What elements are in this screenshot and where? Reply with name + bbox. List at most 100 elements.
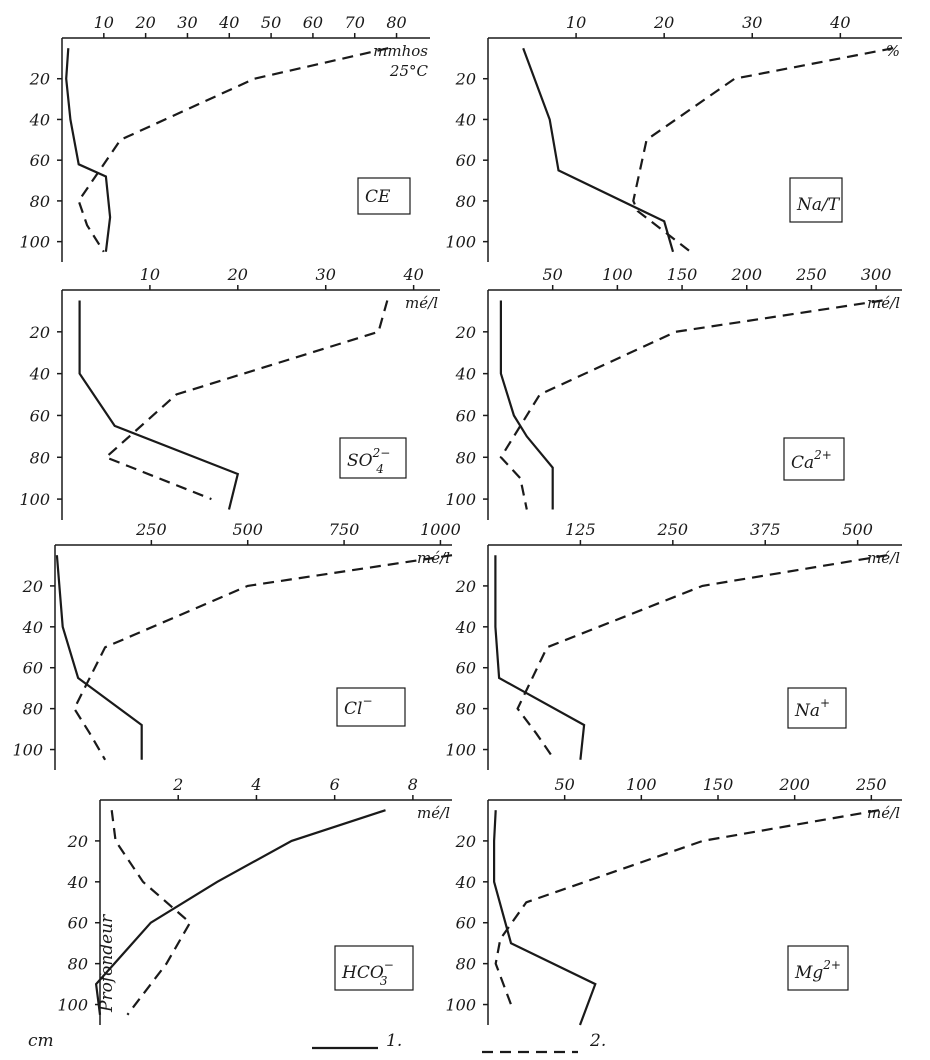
- legend: 1. 2.: [312, 1031, 606, 1054]
- panel-na-t: 10 20 30 40 20 40 60 80 100% Na/T: [445, 13, 902, 262]
- panel-label-box: Cl−: [336, 687, 406, 727]
- panel-label-box: Na/T: [789, 177, 843, 223]
- depth-axis-unit: cm: [28, 1031, 54, 1051]
- x-tick-label: 10: [94, 13, 114, 32]
- depth-tick-label: 20: [455, 70, 476, 89]
- series-1-line: [94, 809, 386, 1015]
- depth-tick-label: 100: [445, 741, 476, 760]
- x-tick-label: 10: [566, 13, 586, 32]
- series-2-line: [110, 810, 192, 1016]
- depth-tick-label: 80: [456, 448, 476, 467]
- x-tick-label: 100: [602, 265, 633, 284]
- x-tick-label: 500: [842, 520, 873, 539]
- series-1-line: [55, 555, 143, 760]
- x-tick-label: 70: [345, 13, 365, 32]
- x-tick-label: 2: [172, 775, 183, 794]
- series-1-line: [65, 48, 112, 252]
- panel-label: Na/T: [796, 195, 841, 215]
- x-tick-label: 500: [232, 520, 263, 539]
- series-1-line: [78, 300, 240, 510]
- panel-label: Mg2+: [794, 958, 841, 983]
- x-tick-label: 300: [861, 265, 892, 284]
- x-tick-label: 10: [140, 265, 160, 284]
- x-tick-label: 6: [330, 775, 340, 794]
- panel-label-box: Mg2+: [787, 945, 849, 991]
- unit-label: mé/l: [867, 549, 900, 567]
- x-tick-label: 80: [386, 13, 406, 32]
- depth-tick-label: 20: [67, 832, 88, 851]
- unit-label: %: [886, 42, 900, 60]
- panel-label: Na+: [794, 696, 830, 721]
- panel-label: HCO− 3: [341, 958, 394, 988]
- x-tick-label: 30: [316, 265, 336, 284]
- depth-tick-label: 60: [456, 151, 476, 170]
- series-2-line: [494, 809, 880, 1005]
- panel-label-box: Na+: [787, 687, 847, 729]
- x-tick-label: 30: [177, 13, 197, 32]
- depth-tick-label: 80: [68, 955, 88, 974]
- depth-tick-label: 60: [30, 151, 50, 170]
- x-tick-label: 150: [703, 775, 734, 794]
- series-2-line: [516, 554, 888, 761]
- unit-label: mé/l: [417, 804, 450, 822]
- depth-tick-label: 40: [67, 873, 88, 892]
- depth-tick-label: 100: [57, 996, 88, 1015]
- depth-tick-label: 60: [68, 914, 88, 933]
- depth-tick-label: 60: [30, 406, 50, 425]
- depth-tick-label: 80: [456, 700, 476, 719]
- unit-label: mé/l: [405, 294, 438, 312]
- x-tick-label: 50: [261, 13, 281, 32]
- panel-label-box: Ca2+: [783, 437, 845, 481]
- panel-mg: 50 100 150 200 250 20 40 60 80 100 mé/l Mg2+: [445, 775, 902, 1026]
- x-tick-label: 250: [657, 520, 689, 539]
- x-tick-label: 1000: [420, 520, 461, 539]
- x-tick-label: 30: [742, 13, 762, 32]
- series-2-line: [103, 300, 389, 501]
- depth-tick-label: 100: [445, 996, 476, 1015]
- depth-tick-label: 100: [19, 233, 50, 252]
- depth-tick-label: 100: [445, 490, 476, 509]
- panel-na: 125 250 375 500 20 40 60 80 100 mé/l Na+: [445, 520, 902, 770]
- depth-tick-label: 60: [23, 659, 43, 678]
- depth-tick-label: 100: [445, 233, 476, 252]
- x-tick-label: 20: [134, 13, 155, 32]
- depth-tick-label: 80: [30, 448, 50, 467]
- depth-tick-label: 40: [455, 618, 476, 637]
- depth-tick-label: 20: [29, 323, 50, 342]
- depth-tick-label: 80: [30, 192, 50, 211]
- legend-label-2: 2.: [589, 1031, 606, 1051]
- depth-tick-label: 20: [29, 70, 50, 89]
- panel-ca: 50 100 150 200 250 300 20 40 60 80 100 mé/l Ca2+: [445, 265, 902, 520]
- unit-label-2: 25°C: [389, 62, 429, 80]
- unit-label: mé/l: [867, 294, 900, 312]
- depth-tick-label: 40: [455, 873, 476, 892]
- series-2-line: [77, 47, 389, 253]
- x-tick-label: 50: [543, 265, 563, 284]
- depth-tick-label: 80: [456, 192, 476, 211]
- x-tick-label: 40: [829, 13, 850, 32]
- series-2-line: [73, 554, 453, 761]
- legend-label-1: 1.: [386, 1031, 402, 1051]
- unit-label: mé/l: [867, 804, 900, 822]
- panel-label-box: HCO− 3: [334, 945, 414, 991]
- x-tick-label: 100: [626, 775, 657, 794]
- x-tick-label: 4: [250, 775, 261, 794]
- x-tick-label: 200: [778, 775, 810, 794]
- series-1-line: [522, 47, 675, 253]
- x-tick-label: 60: [303, 13, 323, 32]
- x-tick-label: 40: [402, 265, 423, 284]
- x-tick-label: 750: [329, 520, 360, 539]
- depth-axis-title: Profondeur: [97, 914, 117, 1013]
- depth-tick-label: 20: [455, 577, 476, 596]
- depth-tick-label: 80: [456, 955, 476, 974]
- x-tick-label: 250: [795, 265, 827, 284]
- x-tick-label: 150: [667, 265, 698, 284]
- panel-label-box: CE: [357, 177, 411, 215]
- depth-tick-label: 60: [456, 659, 476, 678]
- depth-tick-label: 100: [19, 490, 50, 509]
- panel-label-box: SO2− 4: [339, 437, 407, 479]
- depth-tick-label: 60: [456, 406, 476, 425]
- x-tick-label: 375: [750, 520, 781, 539]
